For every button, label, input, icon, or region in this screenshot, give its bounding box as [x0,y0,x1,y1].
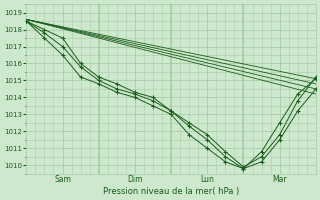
X-axis label: Pression niveau de la mer( hPa ): Pression niveau de la mer( hPa ) [103,187,239,196]
